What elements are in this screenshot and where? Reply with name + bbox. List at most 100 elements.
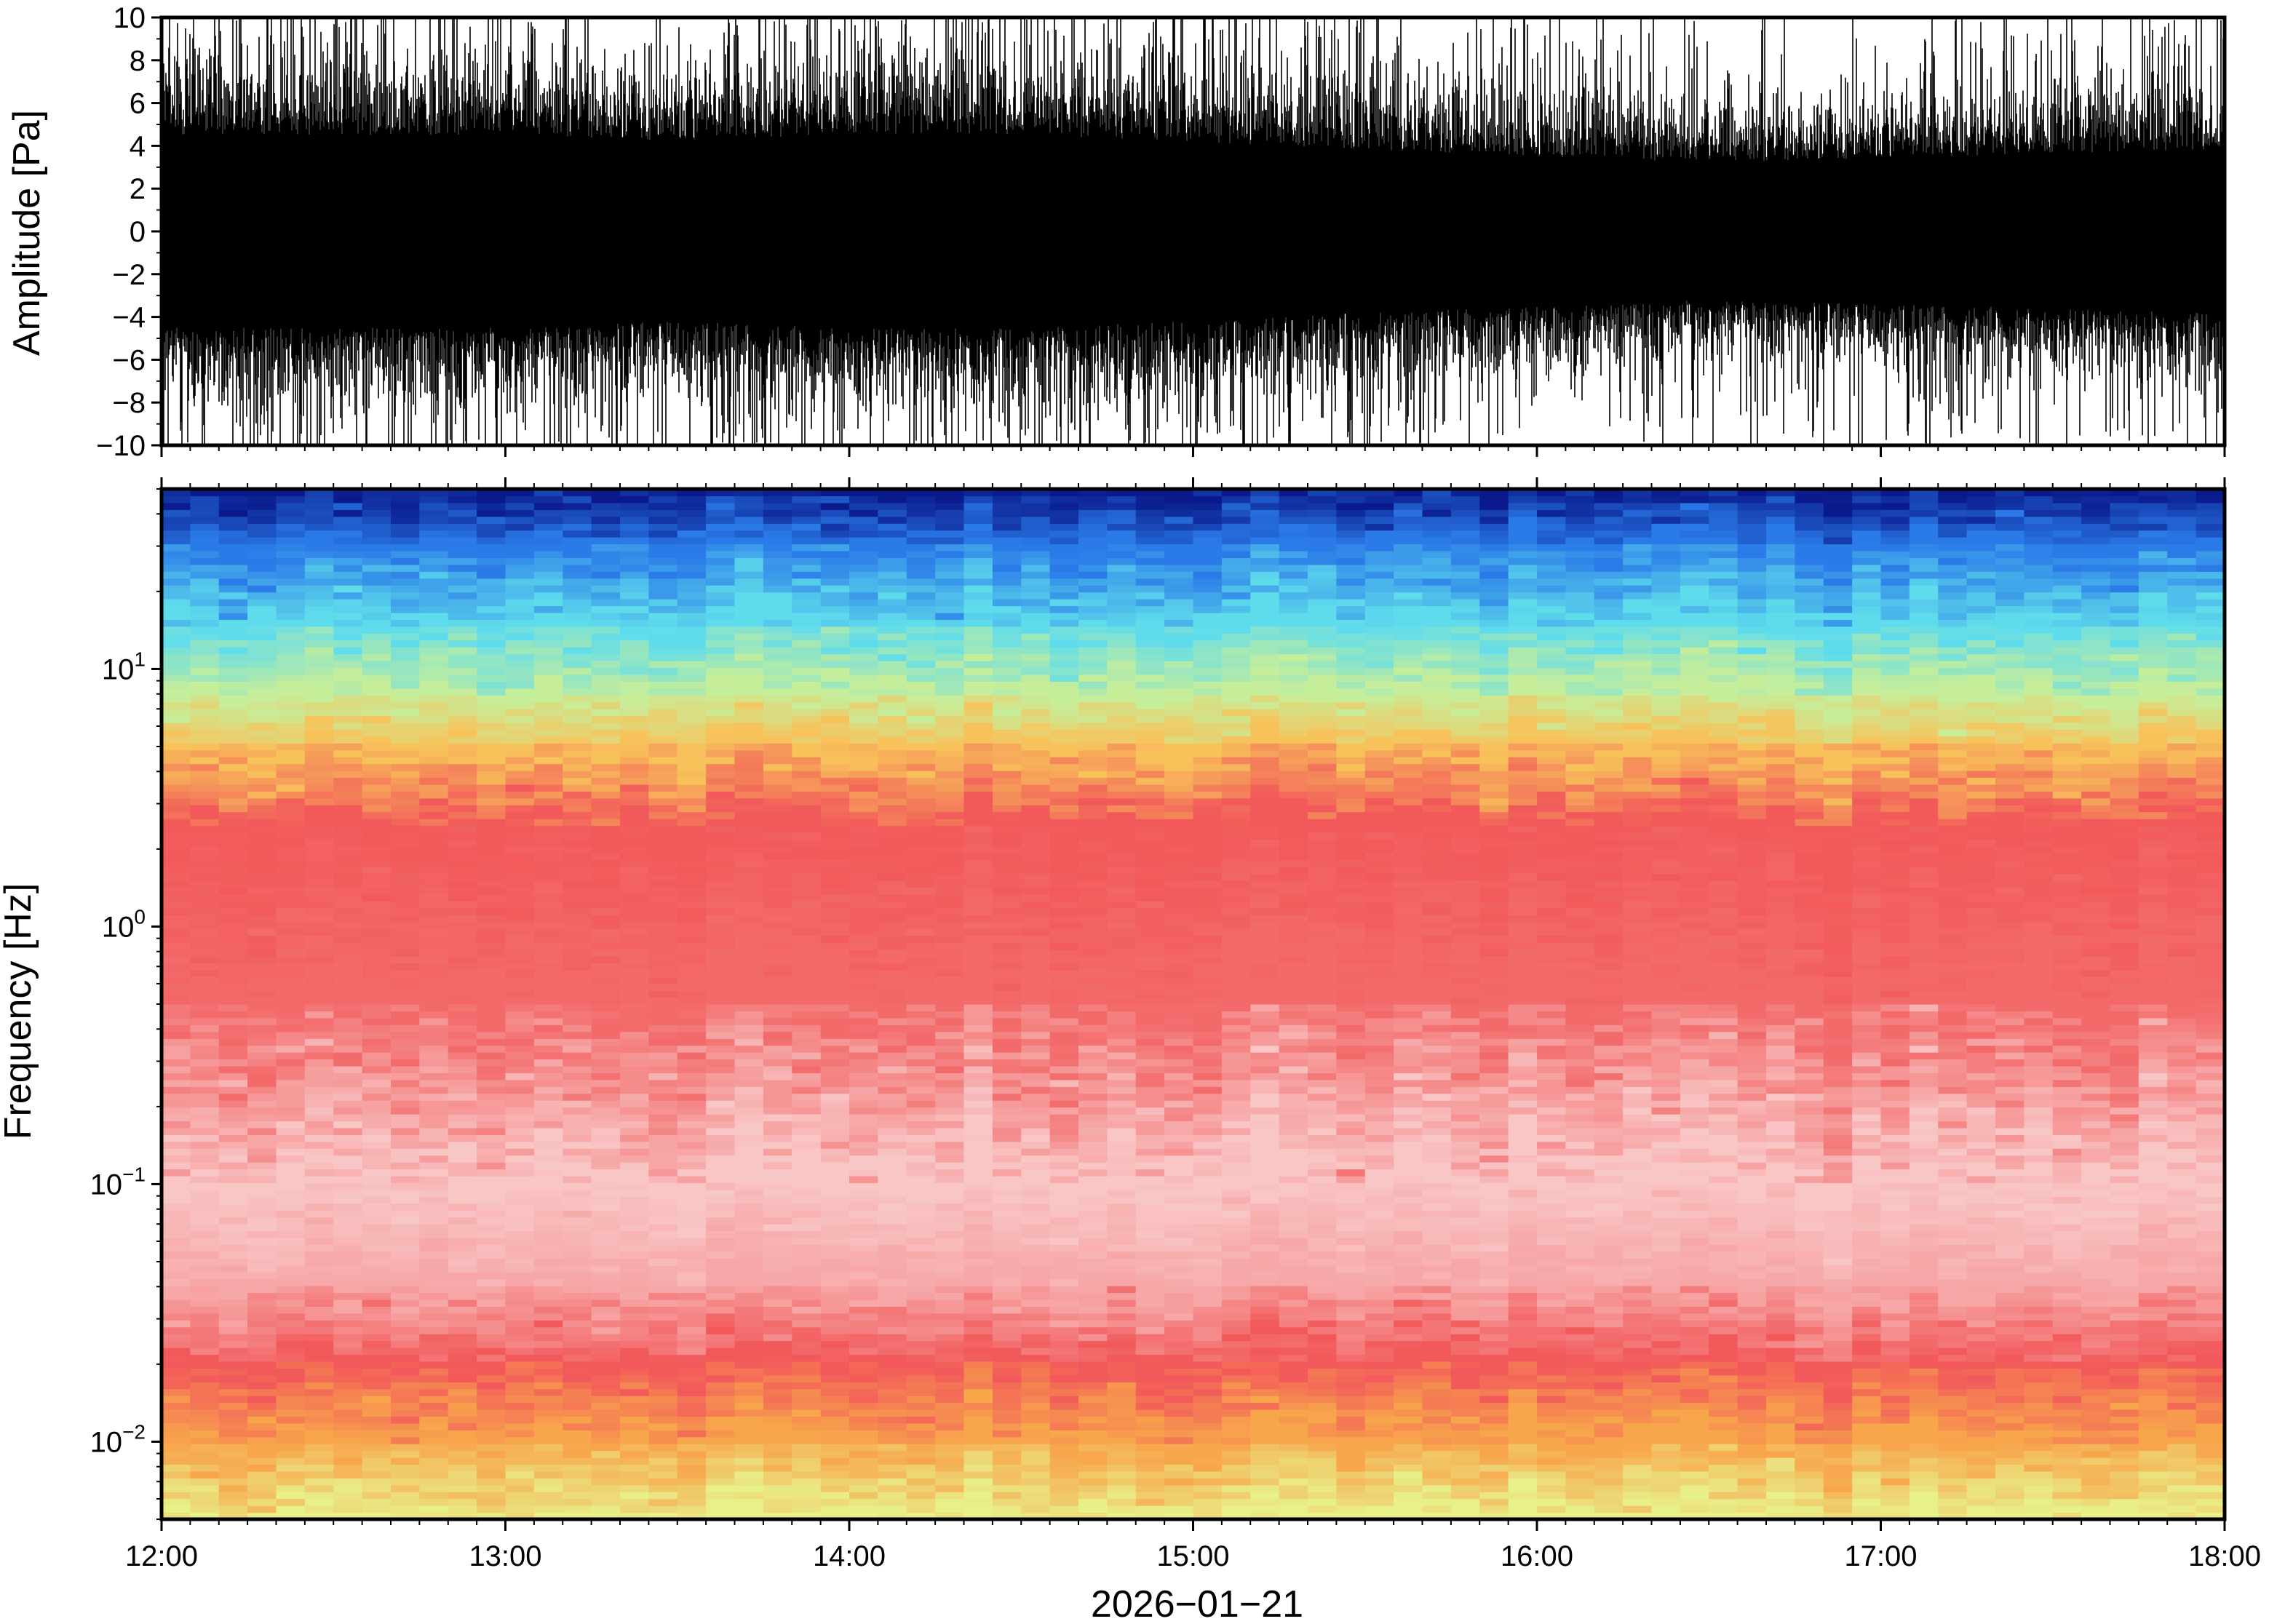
spectrogram-cell [533,853,563,861]
spectrogram-cell [362,1093,392,1101]
spectrogram-cell [734,743,764,751]
spectrogram-cell [563,1251,592,1259]
spectrogram-cell [734,605,764,613]
spectrogram-cell [162,605,191,613]
spectrogram-cell [190,1121,220,1129]
spectrogram-cell [505,715,535,723]
spectrogram-cell [620,1237,649,1245]
spectrogram-cell [677,557,707,565]
spectrogram-cell [591,1272,621,1280]
spectrogram-cell [218,1306,248,1314]
spectrogram-cell [849,1388,878,1396]
spectrogram-cell [792,797,822,805]
spectrogram-cell [1078,1306,1108,1314]
spectrogram-cell [247,1011,277,1019]
spectrogram-cell [935,955,965,963]
spectrogram-cell [1078,963,1108,971]
spectrogram-cell [1078,1368,1108,1376]
spectrogram-cell [992,1409,1022,1417]
spectrogram-cell [276,819,306,827]
spectrogram-cell [648,893,678,901]
spectrogram-cell [190,715,220,723]
spectrogram-cell [820,1286,850,1294]
spectrogram-cell [391,1169,420,1177]
spectrogram-cell [477,715,506,723]
spectrogram-cell [1021,1326,1051,1334]
spectrogram-cell [849,873,878,881]
spectrogram-cell [477,805,506,813]
spectrogram-cell [419,811,449,819]
spectrogram-cell [648,585,678,593]
spectrogram-cell [190,722,220,730]
spectrogram-cell [563,921,592,929]
spectrogram-cell [820,1004,850,1012]
spectrogram-cell [333,489,363,497]
spectrogram-cell [906,983,936,991]
spectrogram-cell [935,1203,965,1211]
spectrogram-cell [304,1004,334,1012]
spectrogram-cell [906,1162,936,1170]
spectrogram-cell [706,612,736,620]
spectrogram-cell [734,674,764,682]
spectrogram-cell [218,1155,248,1163]
spectrogram-cell [935,845,965,853]
spectrogram-cell [276,674,306,682]
spectrogram-cell [1021,1127,1051,1135]
spectrogram-cell [706,845,736,853]
spectrogram-cell [935,887,965,895]
spectrogram-cell [247,715,277,723]
spectrogram-cell [1049,907,1079,915]
spectrogram-cell [419,1196,449,1204]
spectrogram-cell [734,1498,764,1506]
spectrogram-cell [878,640,907,648]
spectrogram-cell [706,797,736,805]
spectrogram-cell [620,784,649,792]
spectrogram-cell [362,1230,392,1238]
spectrogram-cell [391,530,420,538]
spectrogram-cell [963,942,993,950]
spectrogram-cell [563,715,592,723]
spectrogram-cell [763,907,792,915]
spectrogram-cell [247,1313,277,1321]
spectrogram-cell [763,1052,792,1060]
spectrogram-cell [391,1134,420,1142]
spectrogram-cell [963,1450,993,1458]
spectrogram-cell [304,1224,334,1232]
spectrogram-cell [533,626,563,634]
spectrogram-cell [276,1286,306,1294]
spectrogram-cell [792,1368,822,1376]
spectrogram-cell [820,1065,850,1073]
spectrogram-cell [533,997,563,1005]
spectrogram-cell [734,550,764,558]
spectrogram-cell [505,1374,535,1382]
spectrogram-cell [963,1031,993,1039]
spectrogram-cell [533,633,563,641]
spectrogram-cell [247,990,277,998]
spectrogram-cell [162,1306,191,1314]
spectrogram-cell [448,983,477,991]
spectrogram-cell [706,502,736,510]
spectrogram-cell [391,1148,420,1156]
spectrogram-cell [1078,749,1108,757]
spectrogram-cell [391,674,420,682]
spectrogram-cell [218,963,248,971]
spectrogram-cell [391,1470,420,1478]
spectrogram-cell [849,1368,878,1376]
spectrogram-cell [591,983,621,991]
spectrogram-cell [706,901,736,909]
spectrogram-cell [906,1313,936,1321]
spectrogram-cell [734,640,764,648]
spectrogram-cell [906,1396,936,1404]
spectrogram-cell [792,1422,822,1430]
spectrogram-cell [477,743,506,751]
spectrogram-cell [1049,599,1079,607]
spectrogram-cell [706,1217,736,1225]
spectrogram-cell [935,509,965,517]
spectrogram-cell [477,523,506,531]
spectrogram-cell [706,1348,736,1356]
spectrogram-cell [992,1011,1022,1019]
spectrogram-cell [533,1114,563,1122]
spectrogram-cell [419,1107,449,1115]
spectrogram-cell [1078,1292,1108,1300]
spectrogram-cell [1049,990,1079,998]
